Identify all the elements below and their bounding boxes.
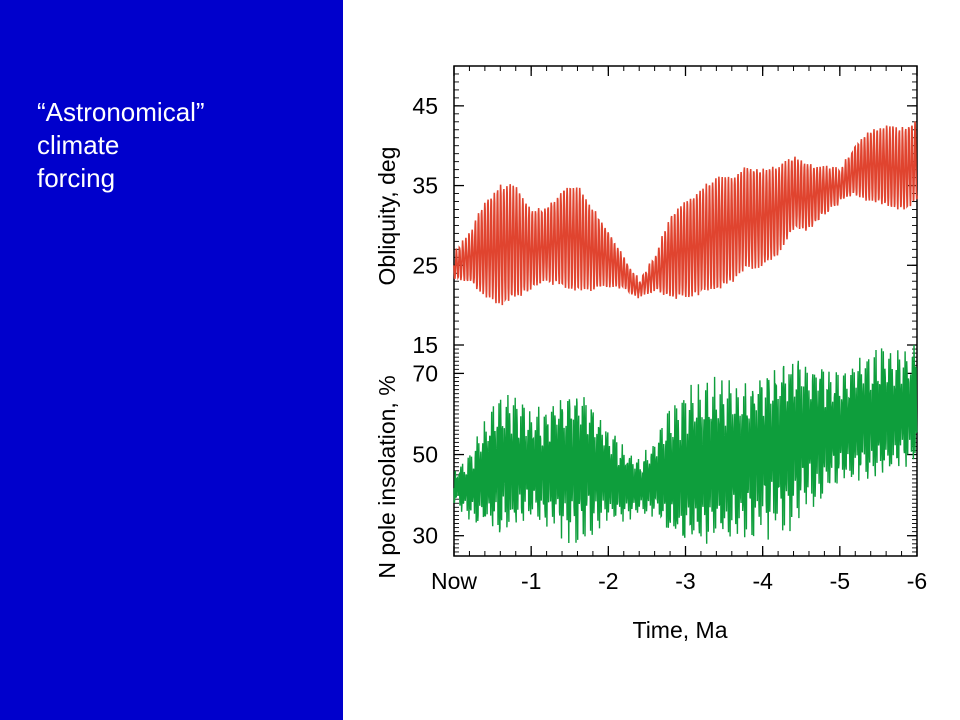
y-tick-label: 15 [412, 332, 438, 358]
slide-title: “Astronomical” climate forcing [37, 96, 205, 194]
x-tick-label: -5 [830, 568, 850, 594]
y-tick-label: 50 [412, 442, 438, 468]
x-tick-label: -1 [521, 568, 541, 594]
x-axis-label: Time, Ma [633, 617, 728, 643]
chart: Now -1 -2 -3 -4 -5 -6 15 25 35 45 30 50 70 Obliquity,… [374, 65, 927, 643]
title-panel: “Astronomical” climate forcing [0, 0, 343, 720]
title-line-1: “Astronomical” [37, 97, 205, 127]
title-line-2: climate [37, 129, 120, 160]
title-line-3: forcing [37, 162, 116, 193]
y-axis-label-obliquity: Obliquity, deg [374, 147, 400, 286]
x-tick-label: Now [431, 568, 477, 594]
y-tick-label: 30 [412, 523, 438, 549]
y-tick-label: 70 [412, 360, 438, 386]
x-tick-label: -6 [907, 568, 927, 594]
y-tick-label: 45 [412, 93, 438, 119]
x-tick-label: -4 [752, 568, 773, 594]
tick-labels: Now -1 -2 -3 -4 -5 -6 15 25 35 45 30 50 70 [412, 93, 927, 594]
y-tick-label: 25 [412, 252, 438, 278]
y-axis-label-insolation: N pole insolation, % [374, 375, 400, 578]
insolation-series-line [453, 344, 918, 544]
obliquity-series-line [453, 121, 918, 306]
x-tick-label: -2 [598, 568, 618, 594]
series-layer [453, 121, 918, 544]
y-tick-label: 35 [412, 173, 438, 199]
x-tick-label: -3 [675, 568, 695, 594]
